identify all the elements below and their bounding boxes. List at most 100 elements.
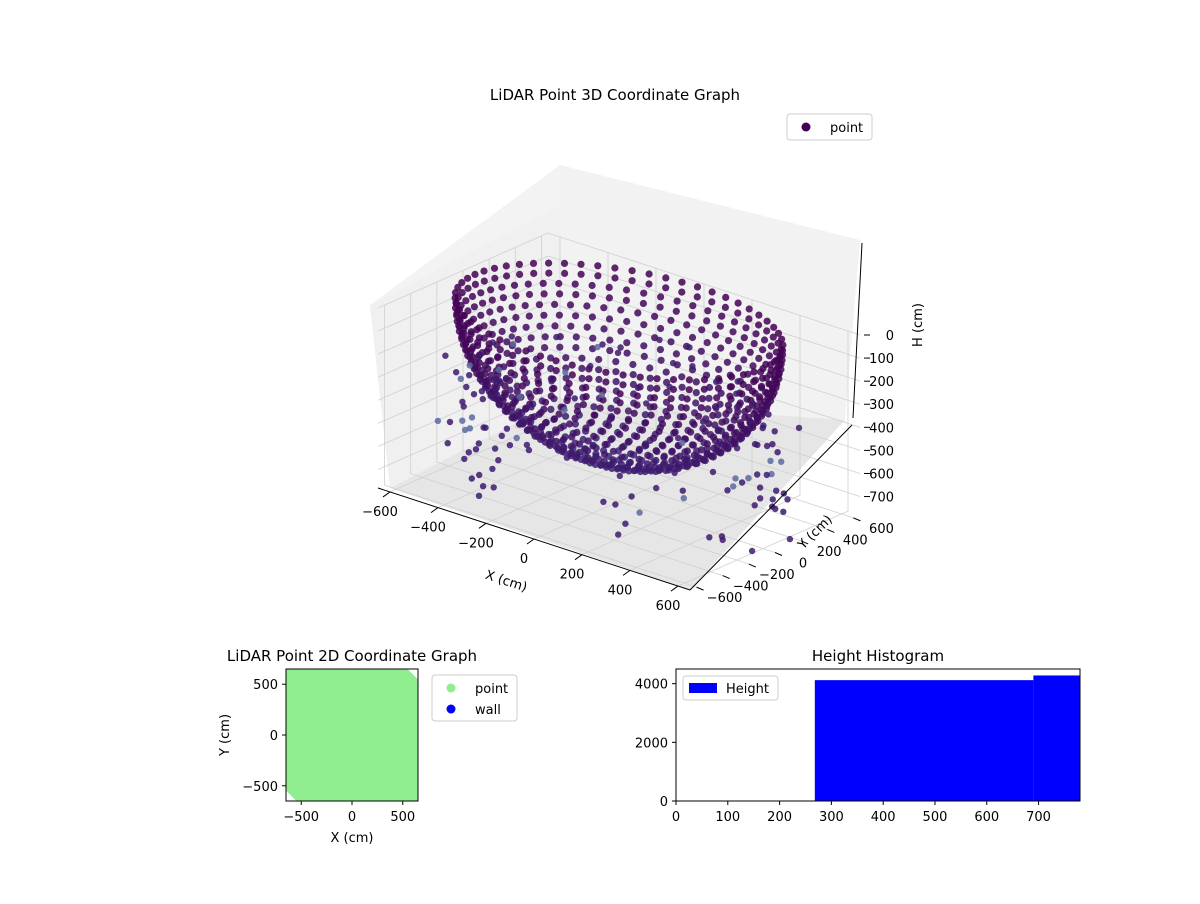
bowl-point — [578, 374, 586, 382]
outlier-point — [506, 442, 514, 449]
bowl-point — [617, 306, 625, 314]
outlier-point — [495, 457, 502, 464]
z-axis-label-3d: H (cm) — [911, 303, 926, 347]
x-tick-label-2d: −500 — [283, 810, 319, 825]
y-tick-label-3d: 200 — [817, 545, 842, 560]
outlier-point — [751, 440, 759, 448]
bowl-point — [552, 437, 560, 445]
x-tick-label-3d: −200 — [458, 536, 494, 551]
outlier-point — [495, 366, 503, 373]
outlier-point — [503, 425, 511, 432]
grid-x-1 — [437, 252, 609, 508]
bowl-point — [683, 395, 691, 403]
bowl-point — [562, 412, 570, 420]
bowl-point — [650, 403, 658, 411]
bowl-point — [717, 344, 725, 352]
bowl-point — [688, 355, 696, 363]
bowl-point — [489, 318, 497, 326]
outlier-point — [509, 340, 517, 348]
bowl-point — [555, 279, 563, 288]
bowl-point — [745, 305, 753, 313]
bowl-point — [675, 421, 683, 429]
bowl-point — [572, 333, 580, 341]
bowl-point — [550, 415, 558, 423]
bowl-point — [592, 452, 600, 461]
bowl-point — [602, 368, 610, 376]
bowl-point — [705, 420, 713, 428]
bowl-point — [541, 344, 549, 352]
bowl-point — [653, 384, 661, 393]
bowl-point — [623, 464, 631, 472]
bowl-point — [687, 428, 695, 436]
bowl-point — [688, 333, 697, 342]
bowl-point — [461, 322, 469, 330]
bowl-point — [455, 306, 464, 314]
x-tick-3d — [382, 491, 391, 498]
bowl-point — [458, 279, 466, 287]
outlier-point — [489, 339, 496, 346]
bowl-point — [714, 384, 723, 392]
outlier-point — [525, 446, 533, 454]
bowl-point — [715, 365, 723, 373]
outlier-point — [581, 445, 588, 452]
outlier-point — [600, 498, 607, 505]
outlier-point — [795, 424, 803, 432]
x-axis-label-3d: X (cm) — [483, 568, 529, 596]
bowl-point — [759, 365, 767, 373]
bowl-point — [561, 269, 569, 277]
outlier-point — [733, 404, 741, 411]
bowl-point — [601, 440, 609, 449]
legend-label-wall: wall — [475, 703, 501, 718]
outlier-point — [748, 547, 756, 555]
bowl-point — [468, 345, 476, 353]
outlier-point — [563, 454, 571, 461]
outlier-point — [784, 496, 791, 503]
bowl-point — [510, 281, 519, 289]
bowl-point — [646, 384, 655, 392]
legend-marker-height — [689, 683, 717, 693]
bowl-point — [595, 355, 603, 364]
bowl-point — [485, 330, 493, 338]
bowl-point — [604, 421, 613, 430]
bowl-point — [704, 405, 712, 413]
legend-3d: point — [786, 113, 873, 141]
bowl-point — [727, 435, 735, 443]
outlier-point — [489, 465, 496, 473]
bowl-point — [737, 421, 745, 429]
bowl-point — [582, 424, 590, 432]
legend-label-height: Height — [726, 682, 769, 697]
bowl-point — [647, 411, 655, 419]
bowl-point — [583, 302, 591, 310]
bowl-point — [629, 371, 637, 379]
x-tick-label-3d: −400 — [410, 521, 446, 536]
outlier-point — [468, 414, 476, 421]
bowl-point — [502, 262, 510, 270]
bowl-point — [602, 378, 610, 386]
bowl-point — [589, 334, 597, 342]
bowl-point — [763, 317, 771, 325]
bowl-point — [484, 357, 493, 365]
bowl-point — [640, 342, 648, 350]
bowl-point — [635, 455, 643, 463]
bowl-point — [750, 368, 758, 376]
bowl-point — [662, 368, 670, 376]
outlier-point — [786, 535, 794, 543]
outlier-point — [498, 432, 505, 439]
bowl-point — [696, 434, 704, 443]
bowl-point — [547, 354, 555, 362]
legend-histogram: Height — [682, 675, 779, 701]
z-tick-label-3d: 600 — [869, 467, 894, 482]
bowl-point — [515, 260, 524, 268]
bowl-point — [701, 427, 709, 435]
grid-x-4 — [581, 299, 753, 556]
bowl-point — [749, 362, 757, 370]
bowl-point — [582, 393, 590, 401]
bowl-point — [451, 289, 460, 297]
outlier-point — [778, 458, 785, 465]
outlier-point — [479, 483, 487, 490]
outlier-point — [679, 487, 686, 494]
bowl-point — [521, 302, 529, 310]
bowl-point — [560, 444, 568, 452]
y-tick-3d — [722, 575, 730, 580]
bowl-point — [555, 311, 564, 319]
